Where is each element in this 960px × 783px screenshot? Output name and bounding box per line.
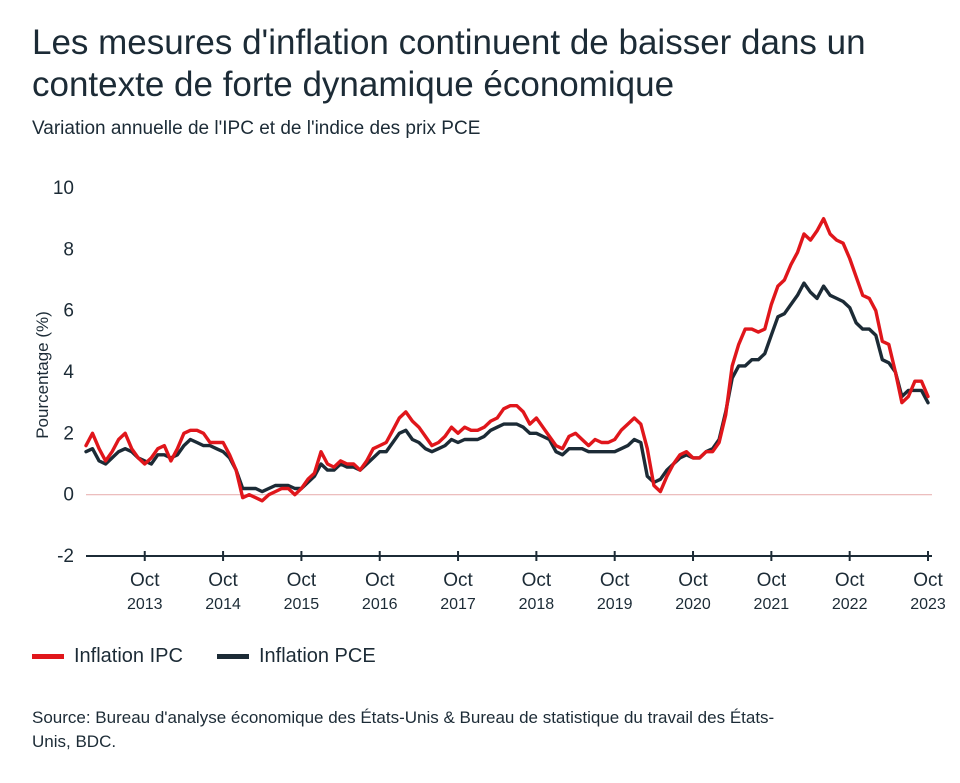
legend-label-ipc: Inflation IPC	[74, 645, 183, 667]
line-chart: Pourcentage (%) -2 0 2 4 6 8 10 Oct 2013 Oct 2014…	[33, 178, 946, 613]
chart-title: Les mesures d'inflation continuent de ba…	[32, 23, 866, 104]
y-tick-label: 6	[63, 301, 74, 322]
x-tick-label-month: Oct	[130, 570, 160, 591]
y-tick-label: 2	[63, 423, 74, 444]
x-tick-label-year: 2014	[205, 596, 241, 613]
x-tick-label-month: Oct	[835, 570, 865, 591]
source-note: Source: Bureau d'analyse économique des …	[32, 708, 775, 751]
y-tick-label: -2	[57, 546, 74, 567]
x-tick-label-month: Oct	[913, 570, 943, 591]
x-tick-labels: Oct 2013 Oct 2014 Oct 2015 Oct 2016 Oct 2017 Oct 20…	[127, 551, 946, 613]
y-tick-label: 8	[63, 239, 74, 260]
x-tick-label-year: 2019	[597, 596, 633, 613]
x-tick-label-year: 2023	[910, 596, 946, 613]
y-axis-label: Pourcentage (%)	[33, 311, 52, 439]
x-tick-label-month: Oct	[522, 570, 552, 591]
series-lines	[84, 217, 930, 503]
y-tick-label: 4	[63, 362, 74, 383]
legend: Inflation IPC Inflation PCE	[32, 645, 410, 668]
x-tick-label-year: 2015	[284, 596, 320, 613]
legend-swatch-pce	[216, 654, 249, 659]
x-tick-label-year: 2021	[754, 596, 790, 613]
y-tick-label: 0	[63, 485, 74, 506]
x-tick-label-month: Oct	[757, 570, 787, 591]
x-tick-label-month: Oct	[443, 570, 473, 591]
y-axis-label-group: Pourcentage (%)	[33, 311, 52, 439]
x-tick-label-month: Oct	[365, 570, 395, 591]
x-tick-label-month: Oct	[678, 570, 708, 591]
x-tick-label-year: 2017	[440, 596, 476, 613]
legend-label-pce: Inflation PCE	[258, 645, 376, 667]
y-tick-label: 10	[53, 178, 74, 199]
chart-subtitle: Variation annuelle de l'IPC et de l'indi…	[32, 118, 481, 139]
x-tick-label-year: 2020	[675, 596, 711, 613]
x-tick-label-year: 2018	[519, 596, 555, 613]
legend-item-ipc: Inflation IPC	[32, 645, 183, 668]
x-tick-label-month: Oct	[208, 570, 238, 591]
x-tick-label-year: 2016	[362, 596, 398, 613]
legend-swatch-ipc	[32, 654, 64, 659]
x-tick-label-year: 2013	[127, 596, 163, 613]
y-tick-labels: -2 0 2 4 6 8 10	[53, 178, 75, 567]
series-line-ipc	[84, 217, 930, 503]
x-tick-label-year: 2022	[832, 596, 868, 613]
x-tick-label-month: Oct	[600, 570, 630, 591]
series-line-pce	[84, 281, 930, 494]
x-tick-label-month: Oct	[287, 570, 317, 591]
legend-item-pce: Inflation PCE	[216, 645, 376, 668]
